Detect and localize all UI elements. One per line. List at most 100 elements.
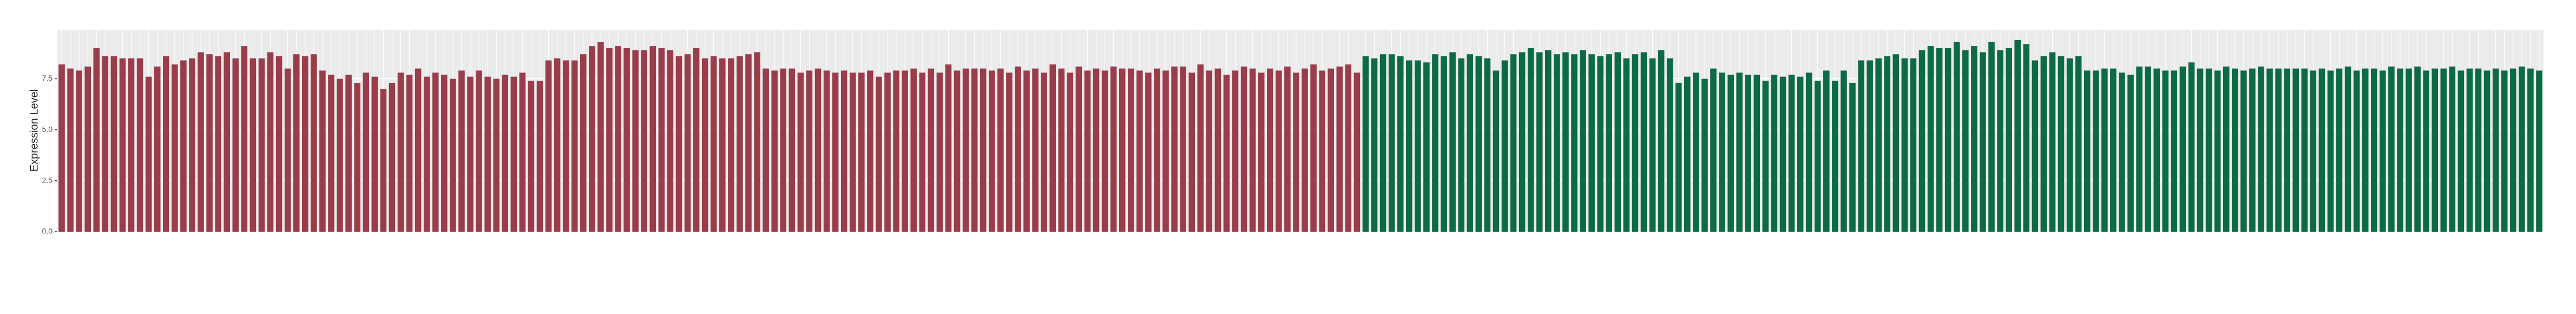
bar — [693, 48, 700, 232]
bar — [1666, 58, 1673, 232]
bar — [2223, 66, 2230, 232]
bar — [1614, 52, 1621, 232]
bar — [1119, 68, 1126, 232]
y-tick-label: 7.5 — [42, 74, 53, 82]
bar — [1084, 70, 1091, 232]
bar — [1867, 60, 1873, 232]
bar — [2457, 70, 2465, 232]
bar — [510, 76, 517, 232]
bar — [554, 58, 561, 232]
bar — [380, 89, 387, 232]
bar — [2388, 66, 2395, 232]
bar — [2432, 68, 2438, 232]
bar — [1910, 58, 1917, 232]
bar — [2258, 66, 2264, 232]
bar — [945, 64, 952, 232]
bar — [2014, 40, 2021, 232]
bar — [1336, 66, 1343, 232]
bar — [2101, 68, 2108, 232]
bar — [1484, 58, 1491, 232]
bar — [2501, 70, 2508, 232]
bar — [1023, 70, 1030, 232]
bar — [423, 76, 430, 232]
bar — [1362, 56, 1369, 232]
bar — [1658, 50, 1665, 232]
bar — [2310, 70, 2317, 232]
bar — [710, 56, 717, 232]
bar — [745, 54, 752, 232]
bar — [2136, 66, 2143, 232]
bar — [2284, 68, 2290, 232]
bar — [215, 56, 221, 232]
bar — [1562, 52, 1569, 232]
bar — [1554, 54, 1560, 232]
bar — [719, 58, 726, 232]
bar — [701, 58, 708, 232]
bar — [1745, 74, 1752, 232]
bar — [110, 56, 117, 232]
bar — [1675, 82, 1682, 232]
bar — [1127, 68, 1134, 232]
plot-panel — [57, 30, 2544, 232]
y-tick-label: 2.5 — [42, 176, 53, 185]
bar — [1571, 54, 1578, 232]
bar — [1892, 54, 1900, 232]
bar — [1510, 54, 1517, 232]
bar — [1788, 74, 1795, 232]
bar — [1736, 73, 1743, 232]
bar — [206, 54, 213, 232]
bar — [2119, 73, 2125, 232]
bar — [2380, 70, 2386, 232]
bar — [432, 73, 439, 232]
bar — [2171, 70, 2178, 232]
bar — [1536, 52, 1543, 232]
y-axis-label: Expression Level — [28, 89, 40, 172]
bar — [1988, 42, 1995, 232]
bar — [1293, 73, 1299, 232]
bar — [988, 70, 995, 232]
bar — [1214, 68, 1221, 232]
bar — [2145, 66, 2151, 232]
bar — [2040, 56, 2047, 232]
bar — [928, 68, 935, 232]
bar — [806, 70, 813, 232]
bar — [484, 76, 491, 232]
bar — [2179, 66, 2186, 232]
bar — [1467, 54, 1474, 232]
bar — [2527, 68, 2534, 232]
bar — [2032, 60, 2039, 232]
bar — [284, 68, 291, 232]
bar — [258, 58, 265, 232]
bar — [780, 68, 787, 232]
bar — [337, 78, 343, 232]
bar — [145, 76, 152, 232]
bar — [858, 73, 865, 232]
bar — [1771, 74, 1778, 232]
bar — [1093, 68, 1100, 232]
bar — [2449, 66, 2456, 232]
bar — [1519, 52, 1526, 232]
bar — [545, 60, 552, 232]
bar — [1832, 81, 1838, 232]
bar — [128, 58, 135, 232]
bar — [1545, 50, 1552, 232]
bar — [1223, 74, 1230, 232]
bar — [1371, 58, 1378, 232]
bar — [1049, 64, 1056, 232]
bar — [1493, 70, 1500, 232]
bar — [2110, 68, 2117, 232]
bar — [2006, 48, 2012, 232]
bar — [1379, 54, 1386, 232]
bar — [2362, 68, 2369, 232]
bar — [2266, 68, 2273, 232]
bar — [562, 60, 569, 232]
bar — [1527, 48, 1534, 232]
bar — [328, 74, 334, 232]
bar — [232, 58, 239, 232]
bar — [345, 74, 352, 232]
bar — [902, 70, 908, 232]
bar — [275, 56, 282, 232]
bar — [1397, 56, 1404, 232]
bar — [658, 48, 665, 232]
bar — [1797, 76, 1804, 232]
